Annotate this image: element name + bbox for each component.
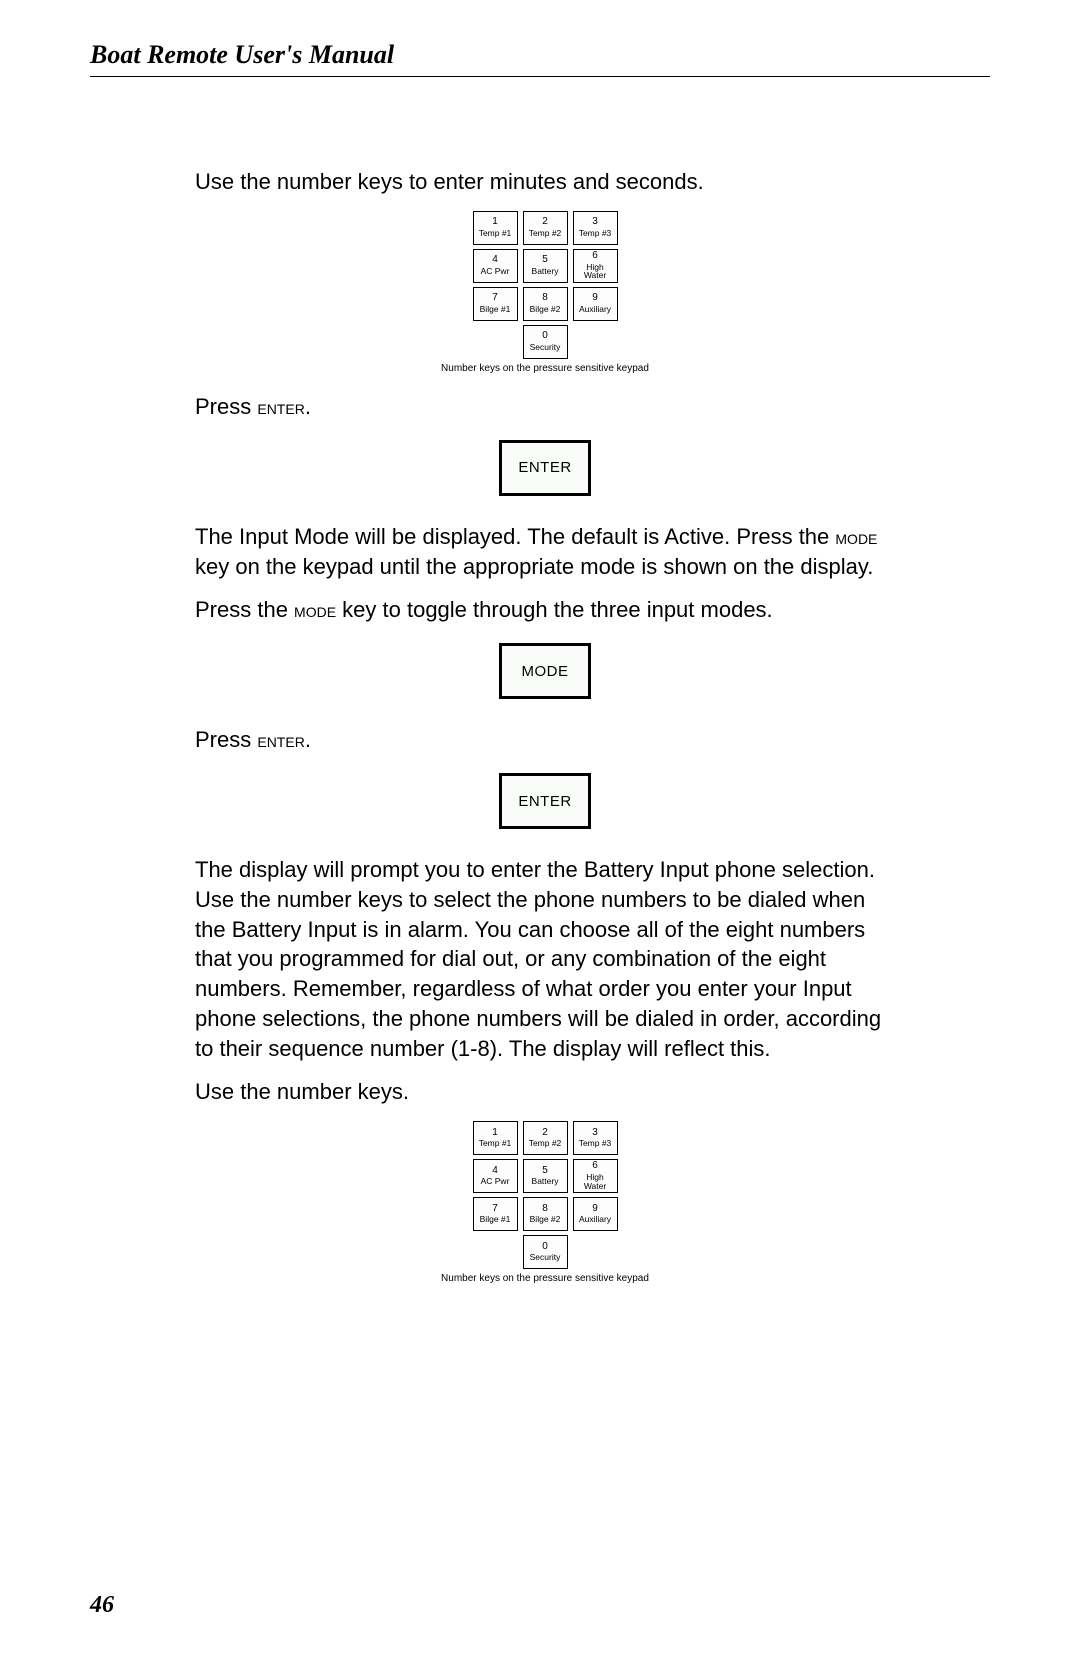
instruction-text: Press the mode key to toggle through the… bbox=[195, 595, 895, 625]
key-1: 1Temp #1 bbox=[473, 211, 518, 245]
keypad-figure: 1Temp #1 2Temp #2 3Temp #3 4AC Pwr 5Batt… bbox=[195, 211, 895, 374]
key-3: 3Temp #3 bbox=[573, 1121, 618, 1155]
keypad-figure: 1Temp #1 2Temp #2 3Temp #3 4AC Pwr 5Batt… bbox=[195, 1121, 895, 1284]
key-0: 0Security bbox=[523, 325, 568, 359]
instruction-text: Use the number keys to enter minutes and… bbox=[195, 167, 895, 197]
instruction-text: Use the number keys. bbox=[195, 1077, 895, 1107]
key-8: 8Bilge #2 bbox=[523, 1197, 568, 1231]
key-8: 8Bilge #2 bbox=[523, 287, 568, 321]
content-column: Use the number keys to enter minutes and… bbox=[195, 167, 895, 1284]
page: Boat Remote User's Manual Use the number… bbox=[0, 0, 1080, 1669]
header-rule bbox=[90, 76, 990, 77]
instruction-text: The Input Mode will be displayed. The de… bbox=[195, 522, 895, 582]
page-header: Boat Remote User's Manual bbox=[90, 40, 990, 70]
mode-key-figure: MODE bbox=[195, 643, 895, 699]
enter-key-figure: ENTER bbox=[195, 440, 895, 496]
instruction-text: The display will prompt you to enter the… bbox=[195, 855, 895, 1063]
enter-key: ENTER bbox=[499, 773, 591, 829]
key-9: 9Auxiliary bbox=[573, 1197, 618, 1231]
keypad-caption: Number keys on the pressure sensitive ke… bbox=[441, 363, 649, 374]
mode-key: MODE bbox=[499, 643, 591, 699]
keypad-caption: Number keys on the pressure sensitive ke… bbox=[441, 1273, 649, 1284]
keypad: 1Temp #1 2Temp #2 3Temp #3 4AC Pwr 5Batt… bbox=[473, 211, 618, 359]
key-3: 3Temp #3 bbox=[573, 211, 618, 245]
key-2: 2Temp #2 bbox=[523, 211, 568, 245]
enter-key: ENTER bbox=[499, 440, 591, 496]
key-0: 0Security bbox=[523, 1235, 568, 1269]
keypad: 1Temp #1 2Temp #2 3Temp #3 4AC Pwr 5Batt… bbox=[473, 1121, 618, 1269]
instruction-text: Press enter. bbox=[195, 725, 895, 755]
key-7: 7Bilge #1 bbox=[473, 287, 518, 321]
key-2: 2Temp #2 bbox=[523, 1121, 568, 1155]
page-number: 46 bbox=[90, 1592, 114, 1619]
key-5: 5Battery bbox=[523, 249, 568, 283]
key-4: 4AC Pwr bbox=[473, 249, 518, 283]
key-9: 9Auxiliary bbox=[573, 287, 618, 321]
enter-key-figure: ENTER bbox=[195, 773, 895, 829]
instruction-text: Press enter. bbox=[195, 392, 895, 422]
key-7: 7Bilge #1 bbox=[473, 1197, 518, 1231]
key-6: 6High Water bbox=[573, 1159, 618, 1193]
key-4: 4AC Pwr bbox=[473, 1159, 518, 1193]
key-6: 6High Water bbox=[573, 249, 618, 283]
key-1: 1Temp #1 bbox=[473, 1121, 518, 1155]
key-5: 5Battery bbox=[523, 1159, 568, 1193]
